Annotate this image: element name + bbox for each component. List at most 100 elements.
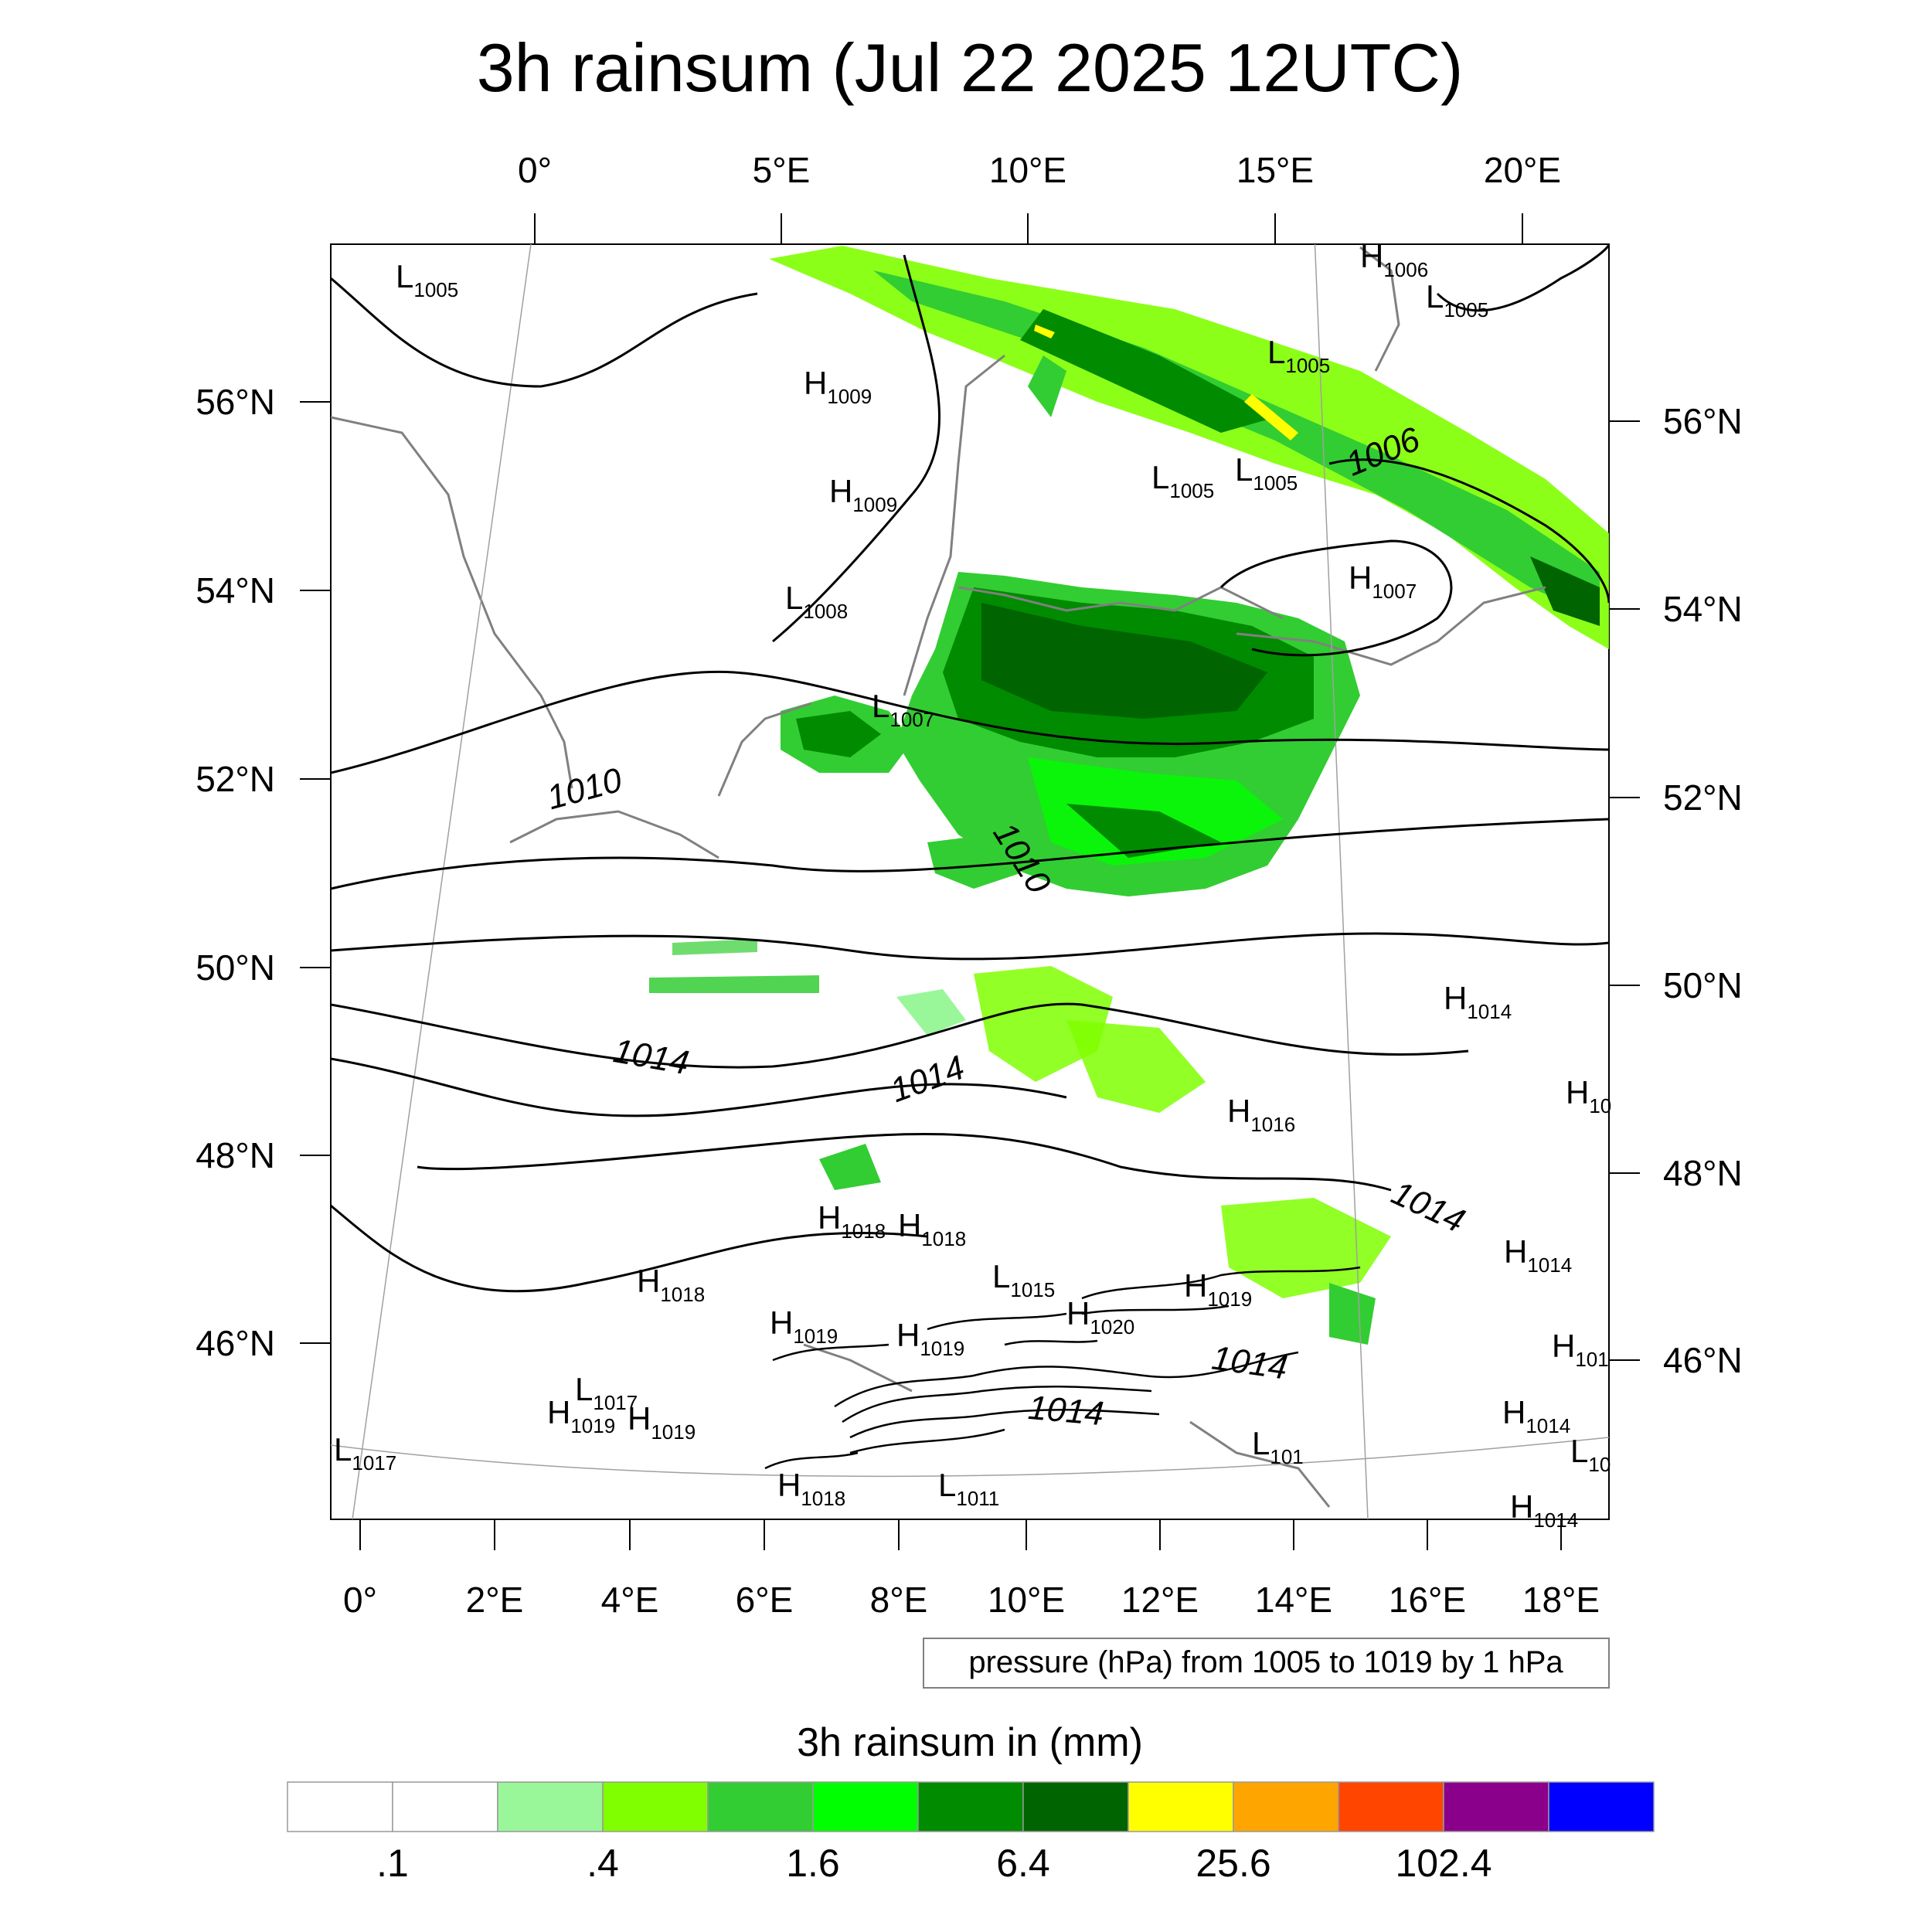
pressure-center-label: L1005 — [1151, 459, 1214, 502]
left-axis-labels: 56°N 54°N 52°N 50°N 48°N 46°N — [196, 382, 275, 1363]
left-axis-label: 56°N — [196, 382, 275, 422]
colorbar-swatch — [1443, 1781, 1549, 1832]
left-axis-label: 54°N — [196, 570, 275, 611]
colorbar-title: 3h rainsum in (mm) — [797, 1720, 1143, 1765]
pressure-center-label: H1016 — [1227, 1093, 1295, 1136]
rain-band-north — [769, 246, 1609, 649]
top-axis-label: 0° — [518, 150, 552, 190]
pressure-center-label: H1006 — [1360, 238, 1428, 281]
bottom-axis-labels: 0° 2°E 4°E 6°E 8°E 10°E 12°E 14°E 16°E 1… — [343, 1580, 1600, 1620]
pressure-center-label: H1014 — [1502, 1394, 1570, 1437]
pressure-center-label: H1019 — [628, 1400, 696, 1444]
axis-ticks — [300, 213, 1640, 1550]
bottom-axis-label: 0° — [343, 1580, 377, 1620]
pressure-center-label: L1005 — [396, 258, 458, 301]
contour-info-box: pressure (hPa) from 1005 to 1019 by 1 hP… — [923, 1638, 1610, 1689]
contour-info-text: pressure (hPa) from 1005 to 1019 by 1 hP… — [968, 1645, 1563, 1679]
right-axis-label: 56°N — [1663, 401, 1743, 441]
pressure-center-label: H1018 — [898, 1207, 966, 1250]
isobars — [331, 244, 1609, 1293]
bottom-axis-label: 18°E — [1522, 1580, 1600, 1620]
bottom-axis-label: 16°E — [1389, 1580, 1466, 1620]
colorbar-swatch — [1233, 1781, 1339, 1832]
pressure-center-label: H1018 — [777, 1467, 845, 1510]
pressure-center-label: L10 — [1570, 1433, 1611, 1476]
pressure-center-label: L1007 — [872, 688, 934, 731]
top-axis-label: 20°E — [1484, 150, 1561, 190]
right-axis-label: 46°N — [1663, 1340, 1743, 1380]
bottom-axis-label: 14°E — [1255, 1580, 1332, 1620]
pressure-center-label: H1007 — [1349, 560, 1417, 603]
alpine-contours — [764, 1266, 1361, 1470]
pressure-center-label: H1019 — [770, 1304, 838, 1348]
pressure-center-label: L1005 — [1426, 278, 1488, 321]
pressure-center-label: L1005 — [1235, 451, 1298, 495]
rain-shading — [649, 246, 1609, 1345]
colorbar-label: 6.4 — [996, 1842, 1050, 1885]
pressure-center-label: H1009 — [829, 473, 897, 516]
map-panel: 1006 1010 1010 1014 1014 1014 1014 1014 … — [196, 150, 1743, 1620]
colorbar-label: 25.6 — [1196, 1842, 1270, 1885]
colorbar-swatch — [287, 1781, 393, 1832]
pressure-center-label: L1005 — [1267, 334, 1330, 377]
isobar-label: 1014 — [1026, 1389, 1105, 1433]
top-axis-label: 5°E — [753, 150, 811, 190]
left-axis-label: 50°N — [196, 947, 275, 988]
colorbar-swatch — [497, 1781, 604, 1832]
map-title: 3h rainsum (Jul 22 2025 12UTC) — [477, 29, 1464, 106]
colorbar-swatch — [1128, 1781, 1234, 1832]
colorbar-label: .4 — [587, 1842, 619, 1885]
colorbar-label: 102.4 — [1395, 1842, 1492, 1885]
pressure-center-label: L101 — [1252, 1425, 1304, 1468]
pressure-center-label: H10 — [1566, 1074, 1611, 1117]
colorbar-swatches — [287, 1781, 1655, 1832]
right-axis-label: 54°N — [1663, 589, 1743, 629]
left-axis-label: 46°N — [196, 1323, 275, 1363]
colorbar-swatch — [812, 1781, 919, 1832]
colorbar-swatch — [1548, 1781, 1655, 1832]
pressure-centers: L1005 H1006 L1005 L1005 H1009 H1009 L100… — [334, 238, 1611, 1532]
top-axis-labels: 0° 5°E 10°E 15°E 20°E — [518, 150, 1561, 190]
right-axis-label: 50°N — [1663, 965, 1743, 1005]
colorbar-swatch — [917, 1781, 1024, 1832]
pressure-center-label: H1014 — [1510, 1488, 1578, 1532]
colorbar-swatch — [1338, 1781, 1444, 1832]
bottom-axis-label: 4°E — [601, 1580, 659, 1620]
pressure-center-label: H1019 — [1184, 1267, 1252, 1311]
bottom-axis-label: 8°E — [870, 1580, 928, 1620]
colorbar-label: 1.6 — [786, 1842, 840, 1885]
pressure-center-label: H1014 — [1504, 1233, 1572, 1277]
colorbar-labels: .1 .4 1.6 6.4 25.6 102.4 — [376, 1842, 1492, 1885]
pressure-center-label: H1020 — [1066, 1295, 1134, 1338]
left-axis-label: 52°N — [196, 759, 275, 799]
pressure-center-label: H1019 — [896, 1317, 964, 1360]
pressure-center-label: L1015 — [992, 1258, 1055, 1301]
top-axis-label: 15°E — [1236, 150, 1314, 190]
bottom-axis-label: 10°E — [988, 1580, 1065, 1620]
right-axis-label: 52°N — [1663, 777, 1743, 818]
bottom-axis-label: 6°E — [736, 1580, 794, 1620]
pressure-center-label: H1019 — [547, 1394, 615, 1437]
pressure-center-label: H1014 — [1444, 980, 1512, 1023]
colorbar-swatch — [707, 1781, 814, 1832]
colorbar: 3h rainsum in (mm) .1 .4 1.6 6.4 25.6 10… — [287, 1720, 1655, 1885]
pressure-center-label: H101 — [1552, 1328, 1609, 1371]
left-axis-label: 48°N — [196, 1135, 275, 1175]
colorbar-label: .1 — [376, 1842, 409, 1885]
colorbar-swatch — [602, 1781, 709, 1832]
right-axis-label: 48°N — [1663, 1153, 1743, 1193]
right-axis-labels: 56°N 54°N 52°N 50°N 48°N 46°N — [1663, 401, 1743, 1380]
coastlines — [331, 246, 1546, 1508]
pressure-center-label: H1018 — [818, 1199, 886, 1243]
pressure-center-label: H1009 — [804, 365, 872, 408]
colorbar-swatch — [392, 1781, 498, 1832]
pressure-center-label: H1018 — [637, 1263, 705, 1306]
bottom-axis-label: 2°E — [466, 1580, 524, 1620]
pressure-center-label: L1017 — [334, 1431, 396, 1475]
pressure-center-label: L1011 — [938, 1467, 999, 1510]
top-axis-label: 10°E — [989, 150, 1066, 190]
bottom-axis-label: 12°E — [1121, 1580, 1199, 1620]
pressure-center-label: L1008 — [785, 580, 848, 623]
colorbar-swatch — [1022, 1781, 1129, 1832]
